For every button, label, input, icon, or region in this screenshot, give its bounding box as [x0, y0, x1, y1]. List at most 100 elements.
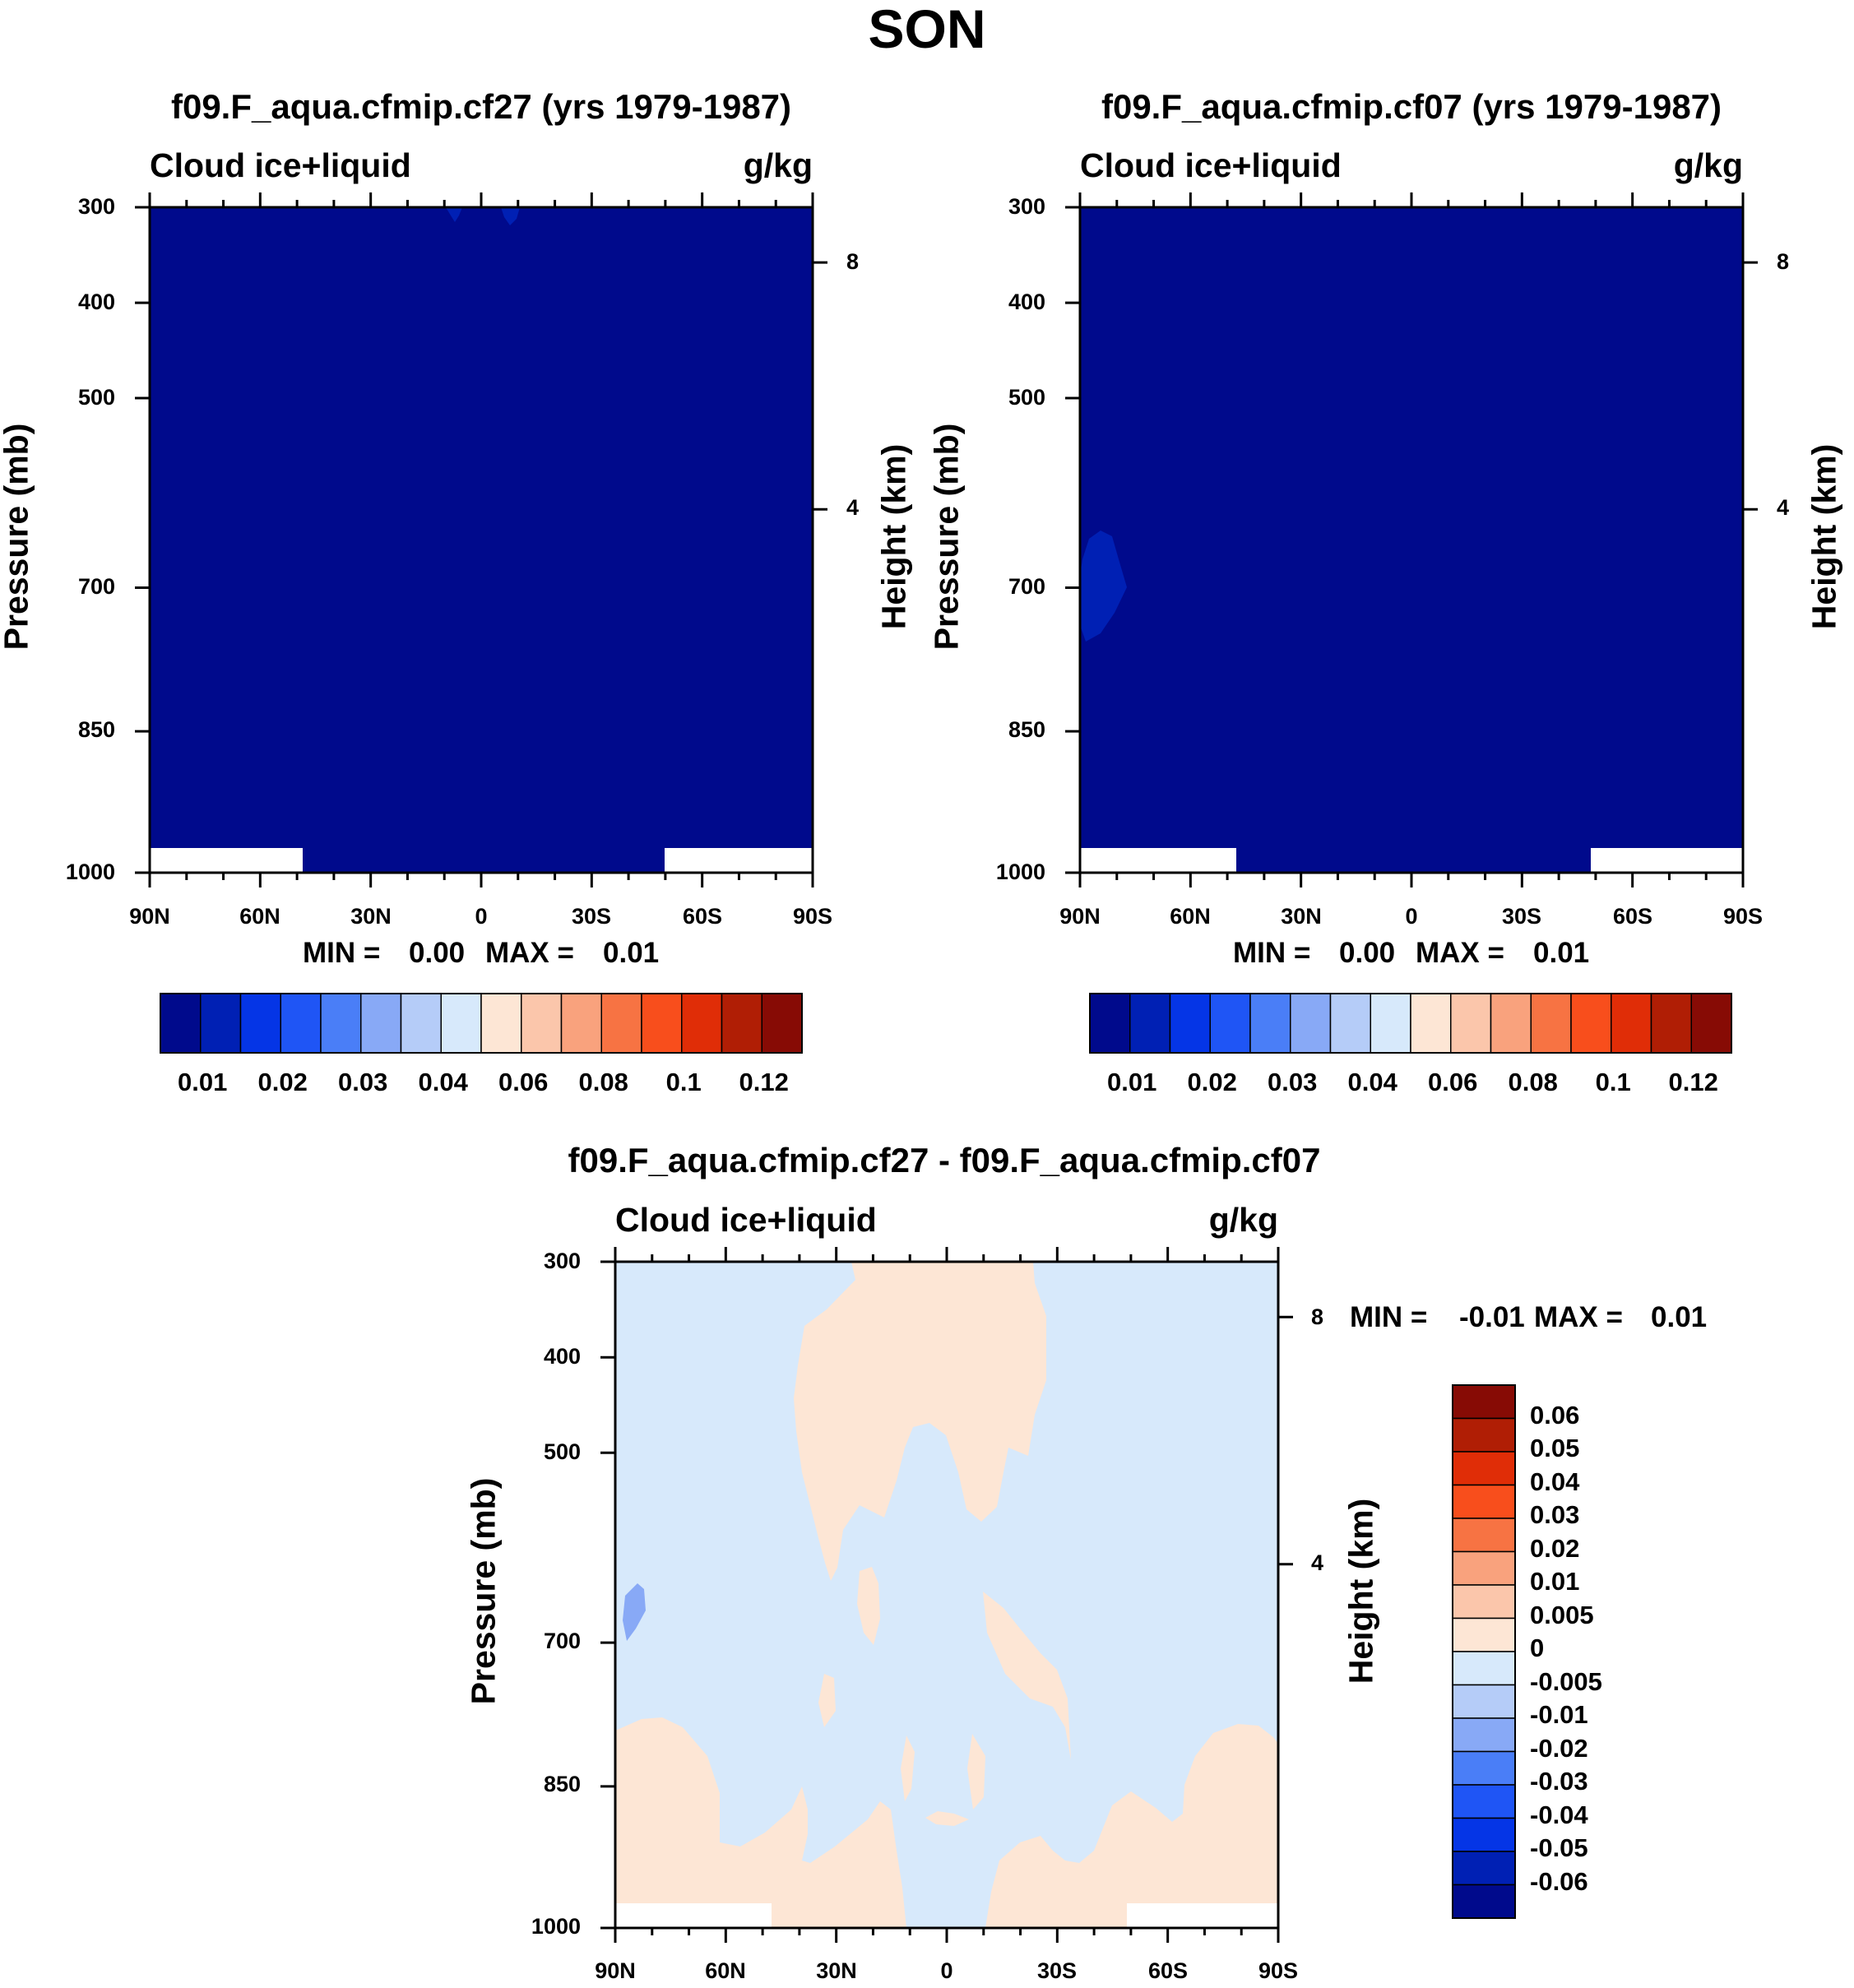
- colorbar-cf07: [1089, 993, 1732, 1054]
- colorbar-label: 0.02: [257, 1068, 308, 1096]
- colorbar-label: 0.02: [1530, 1533, 1580, 1563]
- contour-blob-cf27-2: [501, 207, 520, 225]
- colorbar-label: -0.02: [1530, 1733, 1588, 1763]
- colorbar-box: [560, 993, 602, 1054]
- colorbar-box: [1452, 1384, 1516, 1420]
- colorbar-box: [1650, 993, 1692, 1054]
- xtick-30S: 30S: [1036, 1958, 1078, 1983]
- y2label-cf07: Height (km): [1805, 443, 1843, 630]
- colorbar-label: -0.01: [1530, 1700, 1588, 1729]
- field-background-cf27: [150, 207, 813, 873]
- htick-8: 8: [1777, 249, 1790, 274]
- positive-region-mid-left: [857, 1567, 880, 1645]
- xtick-60S: 60S: [1612, 904, 1653, 929]
- max-label-cf27: MAX =: [485, 937, 574, 969]
- colorbar-label: 0.12: [739, 1068, 789, 1096]
- ytick-700: 700: [77, 574, 115, 599]
- missing-data-mask-left: [150, 848, 303, 873]
- ytick-700: 700: [1008, 574, 1045, 599]
- ylabel-cf07: Pressure (mb): [927, 423, 966, 651]
- ytick-850: 850: [77, 717, 115, 742]
- colorbar-box: [1450, 993, 1492, 1054]
- missing-data-mask-left: [615, 1903, 772, 1928]
- colorbar-border: [1452, 1384, 1516, 1919]
- min-label-cf27: MIN =: [303, 937, 381, 969]
- colorbar-box: [1169, 993, 1211, 1054]
- ylabel-cf27: Pressure (mb): [0, 423, 35, 651]
- negative-region-left: [623, 1583, 646, 1641]
- field-background-cf07: [1080, 207, 1743, 873]
- xtick-60N: 60N: [705, 1958, 746, 1983]
- colorbar-box: [1490, 993, 1532, 1054]
- plot-area-cf27: [150, 207, 813, 873]
- xtick-30N: 30N: [1281, 904, 1322, 929]
- xtick-90N: 90N: [129, 904, 170, 929]
- panel-title-diff: f09.F_aqua.cfmip.cf27 - f09.F_aqua.cfmip…: [568, 1141, 1321, 1179]
- positive-region-surface: [615, 1717, 1278, 1928]
- ytick-850: 850: [543, 1772, 581, 1796]
- colorbar-label: 0.1: [1595, 1068, 1631, 1096]
- colorbar-box: [1452, 1617, 1516, 1652]
- htick-8: 8: [846, 249, 860, 274]
- colorbar-box: [1452, 1784, 1516, 1819]
- min-label-cf07: MIN =: [1233, 937, 1311, 969]
- min-value-diff: -0.01: [1459, 1301, 1525, 1333]
- colorbar-label: 0: [1530, 1633, 1545, 1662]
- colorbar-label: 0.06: [1428, 1068, 1478, 1096]
- colorbar-label: 0.03: [1530, 1500, 1580, 1529]
- xtick-30S: 30S: [571, 904, 612, 929]
- colorbar-box: [1452, 1750, 1516, 1786]
- y2label-diff: Height (km): [1342, 1498, 1380, 1684]
- xtick-90S: 90S: [792, 904, 833, 929]
- colorbar-box: [1129, 993, 1171, 1054]
- colorbar-box: [681, 993, 723, 1054]
- colorbar-box: [1452, 1518, 1516, 1553]
- ytick-400: 400: [1008, 290, 1045, 314]
- units-cf27: g/kg: [743, 146, 813, 184]
- max-value-cf07: 0.01: [1533, 937, 1590, 969]
- units-diff: g/kg: [1208, 1201, 1278, 1239]
- colorbar-box: [1329, 993, 1371, 1054]
- positive-region-small-center: [901, 1735, 915, 1801]
- colorbar-box: [1290, 993, 1332, 1054]
- max-label-cf07: MAX =: [1416, 937, 1504, 969]
- colorbar-label: -0.06: [1530, 1866, 1588, 1896]
- colorbar-box: [1452, 1717, 1516, 1753]
- colorbar-border: [1089, 993, 1732, 1054]
- xtick-0: 0: [1405, 904, 1418, 929]
- xtick-90N: 90N: [595, 1958, 636, 1983]
- colorbar-label: 0.08: [1508, 1068, 1558, 1096]
- xtick-90N: 90N: [1059, 904, 1101, 929]
- ytick-1000: 1000: [995, 860, 1045, 884]
- colorbar-label: 0.04: [418, 1068, 468, 1096]
- missing-data-mask-left: [1080, 848, 1236, 873]
- ytick-500: 500: [1008, 385, 1045, 410]
- axes-frame-2: [600, 1247, 1293, 1943]
- colorbar-box: [1209, 993, 1251, 1054]
- positive-region-center-dash: [925, 1811, 969, 1826]
- colorbar-box: [1690, 993, 1732, 1054]
- colorbar-box: [1370, 993, 1411, 1054]
- colorbar-label: -0.005: [1530, 1666, 1602, 1696]
- colorbar-label: 0.04: [1530, 1467, 1580, 1496]
- colorbar-label: 0.1: [665, 1068, 702, 1096]
- xtick-60S: 60S: [1147, 1958, 1189, 1983]
- colorbar-label: 0.05: [1530, 1434, 1580, 1462]
- colorbar-label: 0.06: [1530, 1400, 1580, 1430]
- htick-4: 4: [1777, 495, 1790, 520]
- colorbar-box: [1452, 1484, 1516, 1519]
- ytick-850: 850: [1008, 717, 1045, 742]
- y2label-cf27: Height (km): [874, 443, 913, 630]
- xtick-90S: 90S: [1258, 1958, 1299, 1983]
- max-value-cf27: 0.01: [603, 937, 660, 969]
- colorbar-box: [1452, 1884, 1516, 1919]
- xtick-0: 0: [940, 1958, 953, 1983]
- xtick-60N: 60N: [1170, 904, 1211, 929]
- colorbar-box: [1530, 993, 1572, 1054]
- missing-data-mask-right: [1591, 848, 1743, 873]
- contour-blob-cf27-1: [446, 207, 462, 222]
- colorbar-box: [480, 993, 522, 1054]
- missing-data-mask-right: [1127, 1903, 1278, 1928]
- colorbar-label: 0.08: [578, 1068, 628, 1096]
